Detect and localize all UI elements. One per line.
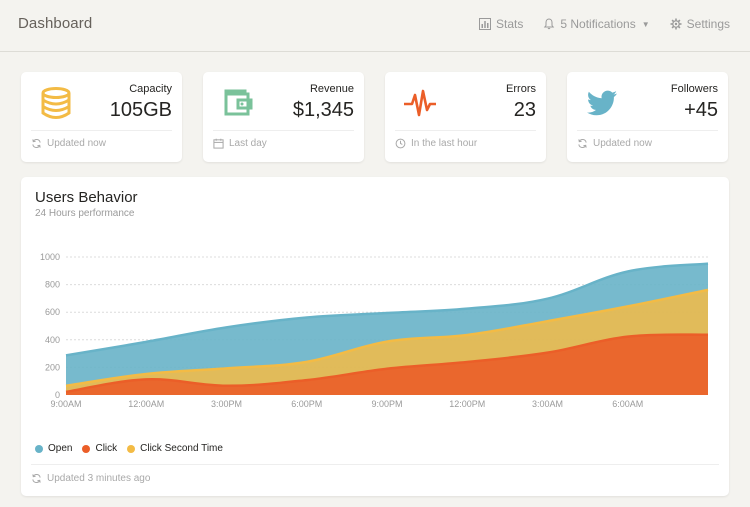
divider (213, 130, 354, 131)
stat-card-revenue: Revenue $1,345 Last day (203, 72, 364, 162)
stat-title: Revenue (309, 83, 354, 95)
x-tick-label: 6:00PM (291, 399, 322, 409)
x-tick-label: 3:00AM (532, 399, 563, 409)
x-tick-label: 12:00PM (449, 399, 485, 409)
notifications-label: 5 Notifications (560, 17, 636, 31)
stat-card-errors: Errors 23 In the last hour (385, 72, 546, 162)
stats-label: Stats (495, 17, 524, 31)
stat-footer-text: Updated now (47, 138, 106, 149)
stat-footer: Updated now (577, 138, 652, 149)
chart-subtitle: 24 Hours performance (35, 208, 135, 219)
area-chart: 0 200 400 600 800 1000 9:00AM 12:00AM 3:00PM 6:00… (40, 252, 709, 409)
y-tick-label: 400 (45, 335, 60, 345)
chart-legend: Open Click Click Second Time (35, 443, 223, 454)
stat-value: +45 (684, 99, 718, 121)
series-line-click-second-time (65, 288, 709, 387)
y-tick-label: 200 (45, 362, 60, 372)
gear-icon (670, 18, 682, 30)
y-tick-label: 1000 (40, 252, 60, 262)
stat-footer: In the last hour (395, 138, 477, 149)
y-tick-label: 800 (45, 280, 60, 290)
chart-footer: Updated 3 minutes ago (31, 473, 150, 484)
x-tick-label: 12:00AM (128, 399, 164, 409)
divider (31, 464, 719, 465)
refresh-icon (32, 139, 41, 148)
pulse-icon (404, 89, 436, 117)
settings-label: Settings (686, 17, 730, 31)
divider (577, 130, 718, 131)
series-line-open (65, 262, 709, 357)
x-tick-label: 9:00PM (371, 399, 402, 409)
page-title[interactable]: Dashboard (18, 15, 93, 32)
refresh-icon (32, 474, 41, 483)
legend-label: Click (95, 443, 118, 454)
stats-link[interactable]: Stats (478, 17, 524, 31)
clock-icon (395, 138, 406, 149)
twitter-icon (586, 90, 617, 116)
settings-link[interactable]: Settings (670, 17, 730, 31)
stat-value: $1,345 (292, 99, 354, 121)
series-area-click (66, 334, 708, 395)
legend-label: Click Second Time (140, 443, 223, 454)
stat-title: Errors (506, 83, 536, 95)
refresh-icon (578, 139, 587, 148)
navbar: Dashboard Stats 5 Notifications ▼ (0, 0, 750, 52)
series-line-click (65, 333, 709, 394)
stats-icon (478, 18, 491, 30)
stat-footer-text: In the last hour (411, 138, 478, 149)
nav-links: Stats 5 Notifications ▼ Settings (478, 17, 730, 31)
x-tick-label: 6:00AM (612, 399, 643, 409)
chevron-down-icon: ▼ (641, 19, 650, 29)
users-behavior-card: Users Behavior 24 Hours performance 0 200… (21, 177, 729, 496)
x-tick-label: 9:00AM (50, 399, 81, 409)
calendar-icon (213, 138, 224, 149)
stat-footer: Last day (213, 138, 267, 149)
legend-item-click: Click (82, 443, 117, 454)
stat-card-capacity: Capacity 105GB Updated now (21, 72, 182, 162)
stat-value: 23 (513, 99, 536, 121)
wallet-icon (224, 89, 253, 116)
stat-card-followers: Followers +45 Updated now (567, 72, 728, 162)
y-tick-label: 0 (55, 390, 60, 400)
legend-dot (35, 444, 43, 453)
stat-footer: Updated now (31, 138, 106, 149)
stat-footer-text: Updated now (593, 138, 652, 149)
legend-dot (82, 444, 91, 453)
database-icon (41, 87, 71, 119)
legend-item-click-second-time: Click Second Time (127, 443, 223, 454)
bell-icon (544, 18, 555, 30)
stat-title: Followers (670, 83, 718, 95)
divider (395, 130, 536, 131)
legend-dot (127, 444, 136, 453)
chart-footer-text: Updated 3 minutes ago (47, 473, 151, 484)
x-tick-label: 3:00PM (211, 399, 242, 409)
legend-item-open: Open (35, 443, 72, 454)
notifications-dropdown[interactable]: 5 Notifications ▼ (543, 17, 650, 31)
divider (31, 130, 172, 131)
chart-title: Users Behavior (35, 189, 138, 206)
y-tick-label: 600 (45, 307, 60, 317)
stat-footer-text: Last day (229, 138, 267, 149)
stat-title: Capacity (129, 83, 172, 95)
legend-label: Open (48, 443, 73, 454)
stat-value: 105GB (109, 99, 172, 121)
